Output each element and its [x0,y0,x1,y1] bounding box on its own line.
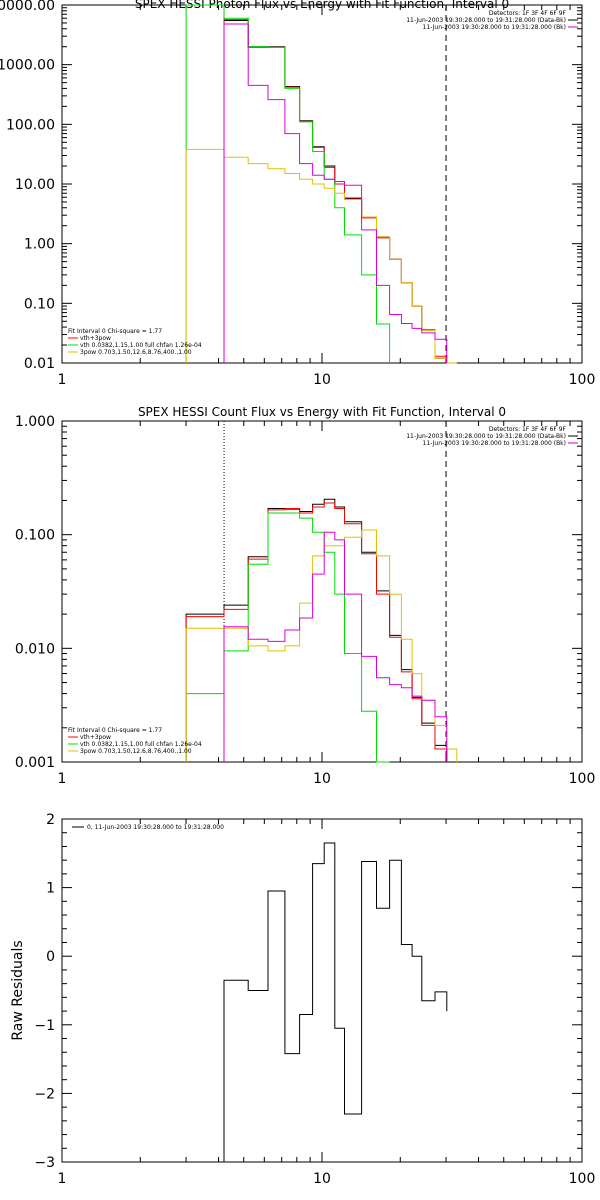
panel-2-ytick-label: −3 [34,1155,55,1171]
panel-0-legend-top-text: Detectors: 1F 3F 4F 6F 9F [489,10,567,17]
panel-0-xtick-label: 100 [569,372,596,388]
panel-1-legend-bottom-text: 3pow 0.703,1.50,12.6,8.76,400.,1.00 [80,748,192,755]
panel-0-series-green [185,4,391,363]
panel-0-series-red [223,19,448,363]
panel-2-xtick-label: 1 [58,1171,67,1187]
panel-1-legend-bottom-text: vth+3pow [80,734,111,741]
panel-0-legend-top-text: 11-Jun-2003 19:30:28.000 to 19:31:28.000… [406,17,566,24]
panel-2-frame [61,818,583,1163]
panel-0-legend-bottom-text: vth 0.0382,1.15,1.00 full chfan 1.26e-04 [80,342,202,349]
panel-0-legend-bottom-text: Fit Interval 0 Chi-square = 1.77 [68,328,162,335]
panel-0-ytick-label: 100.00 [6,117,55,133]
panel-1-legend-bottom-text: Fit Interval 0 Chi-square = 1.77 [68,727,162,734]
panel-0-xtick-label: 1 [58,372,67,388]
panel-2-ytick-label: 1 [46,881,55,897]
panel-1-ytick-label: 0.001 [15,755,55,771]
panel-0-ytick-label: 0.10 [24,296,55,312]
panel-0-ytick-label: 10000.00 [0,0,55,14]
panel-2-xtick-label: 10 [313,1171,331,1187]
panel-2-ytick-label: 2 [46,812,55,828]
panel-1-xtick-label: 1 [58,771,67,787]
panel-1-ytick-label: 1.000 [15,414,55,430]
panel-1-series-magenta [223,531,448,762]
panel-0-series-magenta [223,23,448,363]
panel-0-xtick-label: 10 [313,372,331,388]
panel-0-legend-top-text: 11-Jun-2003 19:30:28.000 to 19:31:28.000… [423,24,566,31]
panel-1-series-black [185,498,448,762]
panel-0-series-yellow [185,148,457,364]
panel-1-xtick-label: 10 [313,771,331,787]
panel-2-ytick-label: −1 [34,1018,55,1034]
panel-2-xtick-label: 100 [569,1171,596,1187]
panel-1-series-yellow [185,529,458,762]
panel-1-ytick-label: 0.010 [15,641,55,657]
panel-0-legend-bottom-text: 3pow 0.703,1.50,12.6,8.76,400.,1.00 [80,349,192,356]
panel-1-xtick-label: 100 [569,771,596,787]
panel-1-series-green [185,512,390,763]
panel-2-ytick-label: 0 [46,949,55,965]
panel-2-ylabel: Raw Residuals [10,940,26,1040]
panel-0-ytick-label: 0.01 [24,356,55,372]
panel-1-series-red [185,502,448,762]
panel-1-frame [61,420,583,763]
panel-0-ytick-label: 1000.00 [0,58,55,74]
panel-0-ytick-label: 1.00 [24,237,55,253]
panel-1-legend-top-text: 11-Jun-2003 19:30:28.000 to 19:31:28.000… [423,440,566,447]
panel-0-ytick-label: 10.00 [15,177,55,193]
panel-1-legend-top-text: 11-Jun-2003 19:30:28.000 to 19:31:28.000… [406,433,566,440]
panel-0-series-black [223,20,448,363]
panel-2-series-black [223,842,448,1162]
panel-2-legend-text: 0, 11-Jun-2003 19:30:28.000 to 19:31:28.… [87,824,224,831]
panel-1-ytick-label: 0.100 [15,528,55,544]
panel-1-legend-bottom-text: vth 0.0382,1.15,1.00 full chfan 1.26e-04 [80,741,202,748]
panel-1-title: SPEX HESSI Count Flux vs Energy with Fit… [138,405,506,419]
panel-0-legend-bottom-text: vth+3pow [80,335,111,342]
panel-1-legend-top-text: Detectors: 1F 3F 4F 6F 9F [489,426,567,433]
panel-2-ytick-label: −2 [34,1086,55,1102]
